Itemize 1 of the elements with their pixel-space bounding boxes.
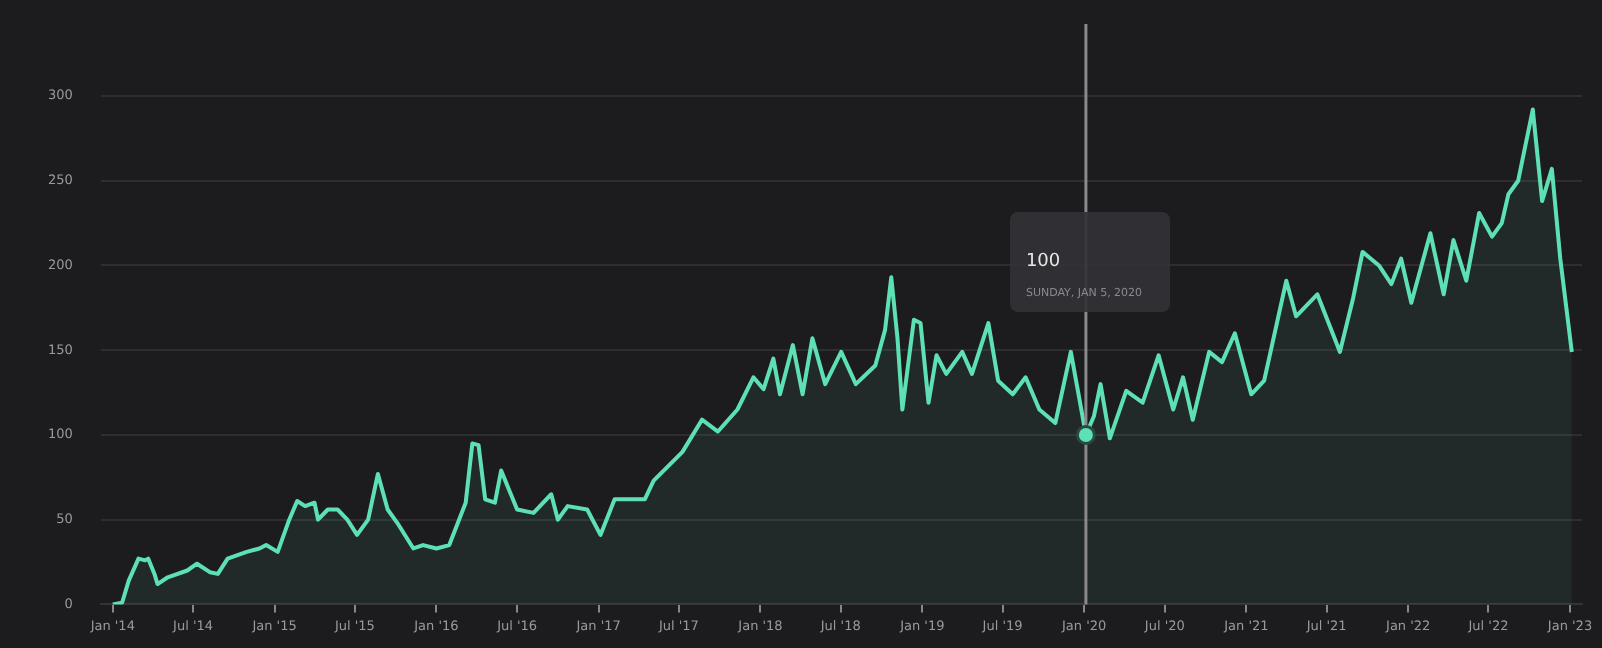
annotation: 100 — [1025, 252, 1063, 272]
